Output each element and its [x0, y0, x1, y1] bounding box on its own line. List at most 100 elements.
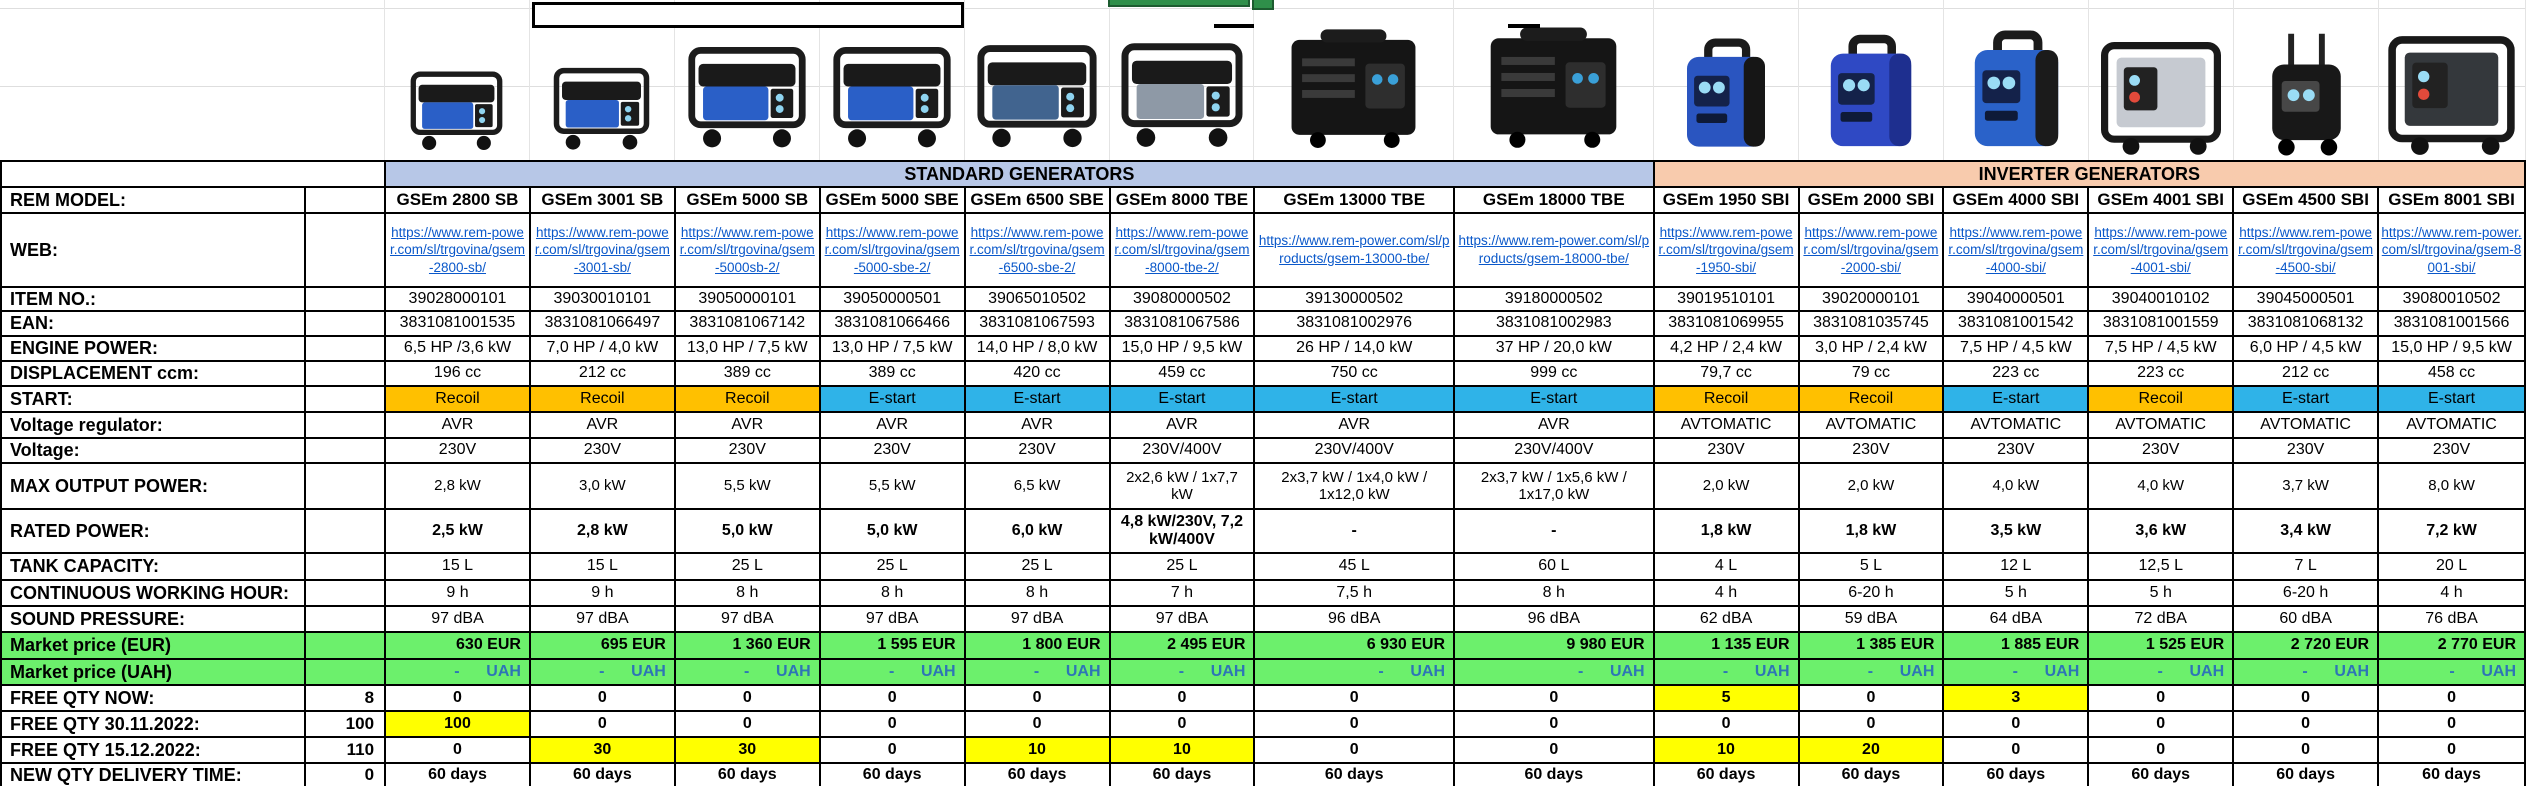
cell-qnow: 0: [1797, 684, 1945, 712]
cell-delivery: 60 days: [1108, 762, 1256, 786]
cell-delivery: 60 days: [2232, 762, 2380, 786]
cell-hour: 8 h: [1453, 579, 1655, 607]
cell-q30: 0: [2232, 710, 2380, 738]
cell-sound: 60 dBA: [2232, 605, 2380, 633]
cell-q15: 10: [963, 736, 1111, 764]
cell-volt: 230V/400V: [1108, 437, 1256, 464]
qty-column-engine: [304, 335, 387, 362]
cell-model: GSEm 18000 TBE: [1453, 186, 1655, 214]
cell-ean: 3831081067593: [963, 310, 1111, 337]
cell-tank: 12,5 L: [2087, 552, 2235, 581]
cell-item: 39130000502: [1253, 286, 1455, 312]
cell-price-eur: 1 525 EUR: [2087, 631, 2235, 660]
cell-delivery: 60 days: [818, 762, 966, 786]
cell-disp: 458 cc: [2377, 360, 2526, 387]
row-label-max: MAX OUTPUT POWER:: [0, 462, 307, 510]
cell-volt: 230V: [528, 437, 676, 464]
product-web-link[interactable]: https://www.rem-power.com/sl/products/gs…: [1258, 233, 1450, 266]
cell-web: https://www.rem-power.com/sl/trgovina/gs…: [1797, 212, 1945, 288]
product-web-link[interactable]: https://www.rem-power.com/sl/trgovina/gs…: [2381, 224, 2522, 275]
cell-disp: 223 cc: [2087, 360, 2235, 387]
cell-rated-power: 7,2 kW: [2377, 508, 2526, 554]
cell-q15: 0: [2377, 736, 2526, 764]
cell-rated-power: 5,0 kW: [673, 508, 821, 554]
cell-hour: 8 h: [673, 579, 821, 607]
cell-price-eur: 2 770 EUR: [2377, 631, 2526, 660]
generator-openframe-image: [2101, 42, 2222, 155]
cell-q30: 0: [818, 710, 966, 738]
cell-volt: 230V: [2377, 437, 2526, 464]
row-label-vreg: Voltage regulator:: [0, 411, 307, 439]
generator-suitcase-image: [1687, 38, 1766, 147]
cell-qnow: 0: [1108, 684, 1256, 712]
cell-ean: 3831081066466: [818, 310, 966, 337]
product-web-link[interactable]: https://www.rem-power.com/sl/trgovina/gs…: [389, 224, 526, 275]
cell-item: 39045000501: [2232, 286, 2380, 312]
cell-web: https://www.rem-power.com/sl/trgovina/gs…: [818, 212, 966, 288]
cell-vreg: AVR: [1253, 411, 1455, 439]
product-photo-cell: [675, 0, 820, 160]
product-web-link[interactable]: https://www.rem-power.com/sl/trgovina/gs…: [1948, 224, 2084, 275]
cell-tank: 25 L: [963, 552, 1111, 581]
product-web-link[interactable]: https://www.rem-power.com/sl/trgovina/gs…: [2093, 224, 2229, 275]
product-web-link[interactable]: https://www.rem-power.com/sl/trgovina/gs…: [2238, 224, 2374, 275]
cell-price-uah: - UAH: [384, 658, 531, 686]
section-spacer-cell: [0, 160, 387, 188]
product-web-link[interactable]: https://www.rem-power.com/sl/trgovina/gs…: [1803, 224, 1939, 275]
cell-price-eur: 695 EUR: [528, 631, 676, 660]
cell-model: GSEm 1950 SBI: [1652, 186, 1800, 214]
cell-model: GSEm 13000 TBE: [1253, 186, 1455, 214]
cell-vreg: AVTOMATIC: [1797, 411, 1945, 439]
cell-web: https://www.rem-power.com/sl/trgovina/gs…: [2377, 212, 2526, 288]
section-header-inverter: INVERTER GENERATORS: [1652, 160, 2526, 188]
cell-q15: 30: [673, 736, 821, 764]
cell-delivery: 60 days: [1942, 762, 2090, 786]
cell-max-output: 6,5 kW: [963, 462, 1111, 510]
product-web-link[interactable]: https://www.rem-power.com/sl/products/gs…: [1458, 233, 1650, 266]
cell-price-uah: - UAH: [1797, 658, 1945, 686]
cell-price-eur: 1 135 EUR: [1652, 631, 1800, 660]
cell-vreg: AVTOMATIC: [2377, 411, 2526, 439]
product-web-link[interactable]: https://www.rem-power.com/sl/trgovina/gs…: [534, 224, 670, 275]
cell-vreg: AVR: [1108, 411, 1256, 439]
cell-item: 39050000501: [818, 286, 966, 312]
product-photo-cell: [1454, 0, 1655, 160]
cell-sound: 96 dBA: [1453, 605, 1655, 633]
cell-q30: 0: [1253, 710, 1455, 738]
product-web-link[interactable]: https://www.rem-power.com/sl/trgovina/gs…: [1658, 224, 1794, 275]
cell-disp: 79,7 cc: [1652, 360, 1800, 387]
cell-item: 39028000101: [384, 286, 531, 312]
cell-item: 39040010102: [2087, 286, 2235, 312]
cell-sound: 97 dBA: [673, 605, 821, 633]
row-label-rated: RATED POWER:: [0, 508, 307, 554]
product-photo-cell: [1254, 0, 1455, 160]
product-photo-cell: [2089, 0, 2235, 160]
cell-price-eur: 9 980 EUR: [1453, 631, 1655, 660]
product-web-link[interactable]: https://www.rem-power.com/sl/trgovina/gs…: [679, 224, 815, 275]
cell-tank: 15 L: [384, 552, 531, 581]
cell-max-output: 2,0 kW: [1652, 462, 1800, 510]
cell-q15: 10: [1108, 736, 1256, 764]
cell-ean: 3831081067586: [1108, 310, 1256, 337]
qty-column-volt: [304, 437, 387, 464]
cell-hour: 8 h: [818, 579, 966, 607]
cell-model: GSEm 5000 SBE: [818, 186, 966, 214]
product-web-link[interactable]: https://www.rem-power.com/sl/trgovina/gs…: [1114, 224, 1250, 275]
row-label-web: WEB:: [0, 212, 307, 288]
cell-hour: 5 h: [2087, 579, 2235, 607]
qty-column-rated: [304, 508, 387, 554]
cell-item: 39050000101: [673, 286, 821, 312]
qty-column-q15: 110: [304, 736, 387, 764]
product-photo-cell: [965, 0, 1110, 160]
product-images-row: [0, 0, 2526, 160]
cell-price-eur: 1 885 EUR: [1942, 631, 2090, 660]
cell-start: E-start: [1253, 385, 1455, 413]
qty-column-model: [304, 186, 387, 214]
cell-disp: 196 cc: [384, 360, 531, 387]
product-web-link[interactable]: https://www.rem-power.com/sl/trgovina/gs…: [824, 224, 960, 275]
cell-rated-power: 4,8 kW/230V, 7,2 kW/400V: [1108, 508, 1256, 554]
cell-max-output: 2,0 kW: [1797, 462, 1945, 510]
cell-sound: 96 dBA: [1253, 605, 1455, 633]
generator-suitcase-image: [1974, 30, 2058, 147]
product-web-link[interactable]: https://www.rem-power.com/sl/trgovina/gs…: [969, 224, 1105, 275]
